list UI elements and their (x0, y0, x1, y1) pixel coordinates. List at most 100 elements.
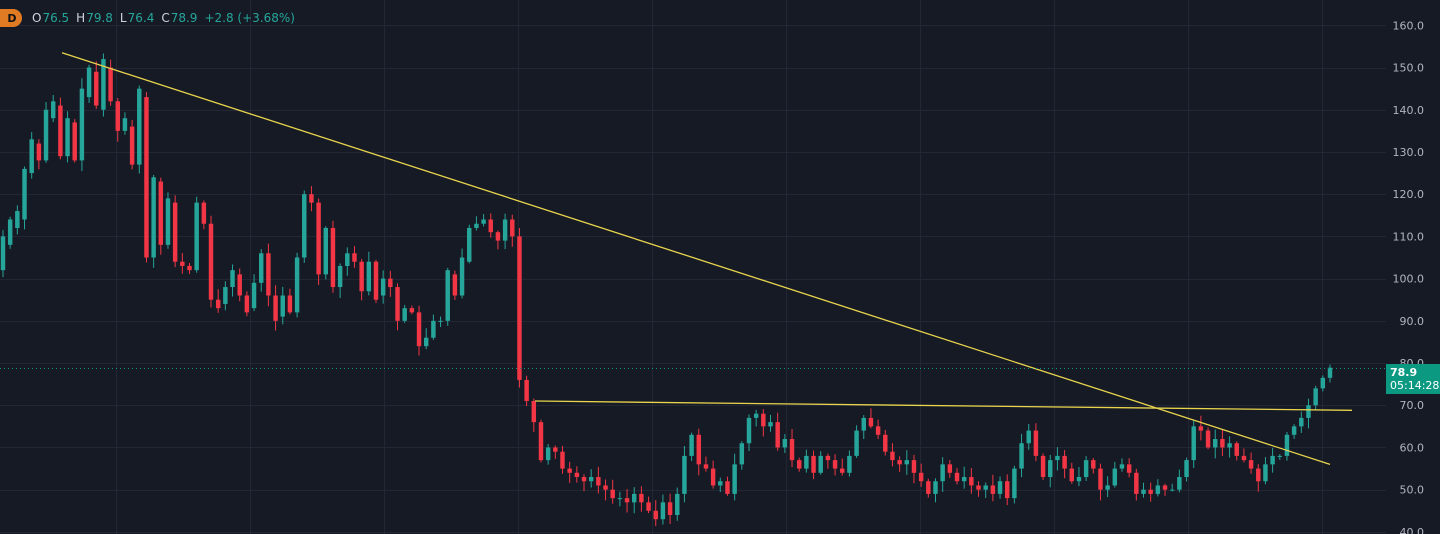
candle-body (1098, 468, 1103, 490)
candle-body (560, 451, 565, 469)
candle-body (1299, 417, 1304, 427)
candle-body (481, 219, 486, 224)
candle-body (517, 236, 522, 380)
candle-body (753, 413, 759, 418)
candle-body (172, 202, 178, 262)
candle-body (890, 451, 895, 461)
candle-body (811, 455, 816, 473)
candle-body (1083, 460, 1089, 478)
candle-body (29, 139, 34, 174)
candle-body (918, 472, 924, 482)
candle-body (1169, 489, 1175, 491)
candle-body (445, 270, 450, 321)
candle-body (567, 468, 572, 473)
candle-body (667, 502, 673, 516)
candle-body (961, 477, 967, 482)
candle-body (309, 194, 314, 203)
candle-body (459, 257, 465, 296)
candle-body (423, 337, 429, 347)
candle-body (259, 253, 264, 283)
candle-body (624, 498, 630, 503)
candle-body (101, 59, 106, 110)
candle-body (1162, 485, 1168, 490)
trendlines[interactable] (61, 52, 1353, 465)
last-price-value: 78.9 (1390, 366, 1418, 379)
candle-body (1112, 468, 1118, 486)
candle-body (273, 295, 278, 321)
candle-body (1277, 455, 1283, 457)
candle-body (409, 308, 415, 313)
candle-body (438, 320, 443, 322)
candle-body (194, 202, 199, 271)
candle-body (474, 223, 479, 228)
trendline[interactable] (61, 52, 1331, 465)
open-label: O (32, 11, 42, 25)
candle-body (1198, 426, 1204, 431)
candle-body (158, 181, 164, 245)
candle-body (1134, 472, 1139, 494)
interval-badge[interactable]: D (0, 9, 22, 27)
candle-body (251, 282, 257, 309)
candle-body (631, 493, 637, 503)
candle-body (215, 299, 221, 309)
ohlc-legend: D O 76.5 H 79.8 L 76.4 C 78.9 +2.8 (+3.68%) (0, 8, 295, 28)
candle-body (861, 417, 866, 431)
candle-body (7, 219, 13, 245)
price-axis[interactable]: 40.050.060.070.080.090.0100.0110.0120.01… (1393, 19, 1425, 534)
candlestick-series (0, 53, 1333, 527)
candle-body (617, 498, 623, 500)
low-label: L (119, 11, 127, 25)
candle-body (703, 464, 709, 469)
price-tick-label: 50.0 (1400, 484, 1425, 497)
candle-body (933, 481, 938, 494)
candle-body (696, 434, 702, 465)
candle-body (718, 481, 723, 486)
candle-body (373, 261, 379, 300)
candle-body (1062, 455, 1067, 469)
candle-body (115, 101, 120, 131)
candle-body (1227, 443, 1232, 448)
close-value: 78.9 (170, 11, 198, 25)
trendline[interactable] (534, 400, 1353, 411)
price-tick-label: 160.0 (1393, 19, 1425, 32)
candle-body (983, 485, 988, 490)
candle-body (1306, 405, 1311, 418)
candle-body (768, 422, 773, 427)
candle-body (122, 118, 128, 131)
candle-body (266, 253, 271, 296)
candle-body (581, 477, 587, 482)
open-value: 76.5 (42, 11, 70, 25)
candle-body (144, 97, 149, 258)
candle-body (280, 295, 285, 317)
candle-body (402, 308, 407, 321)
price-tick-label: 110.0 (1393, 230, 1425, 243)
candle-body (208, 223, 214, 300)
candle-body (746, 417, 752, 444)
candle-body (990, 485, 996, 494)
price-tick-label: 40.0 (1400, 526, 1425, 534)
candle-body (725, 481, 730, 494)
candle-body (495, 232, 501, 241)
candle-body (596, 477, 601, 486)
candle-body (818, 455, 823, 473)
chart-grid (0, 0, 1386, 534)
candle-body (911, 460, 917, 473)
candle-body (129, 126, 135, 165)
candle-body (1048, 460, 1053, 478)
candle-body (1241, 455, 1247, 461)
candle-body (380, 278, 386, 296)
candle-body (15, 211, 20, 228)
candle-body (58, 105, 63, 157)
candle-body (1291, 426, 1297, 435)
candle-body (883, 434, 888, 452)
candle-body (524, 379, 529, 402)
candle-body (538, 422, 544, 461)
candle-body (926, 481, 931, 494)
candle-body (1205, 430, 1211, 448)
candle-body (854, 430, 859, 456)
price-tick-label: 130.0 (1393, 146, 1425, 159)
close-label: C (161, 11, 170, 25)
candle-body (345, 253, 350, 266)
last-price-tag: 78.9 05:14:28 (1386, 364, 1440, 394)
